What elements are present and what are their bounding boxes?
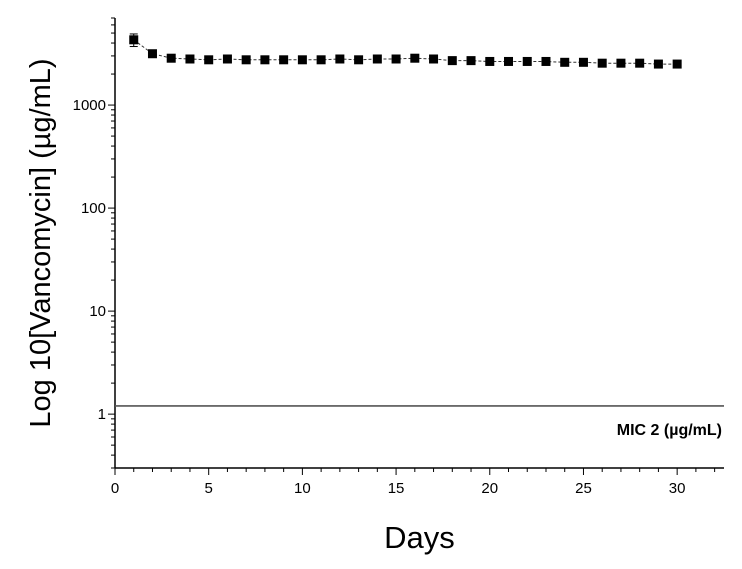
data-point bbox=[279, 55, 289, 65]
data-point bbox=[466, 56, 476, 66]
data-point bbox=[410, 53, 420, 63]
x-tick-label: 5 bbox=[205, 480, 213, 497]
data-point bbox=[635, 58, 645, 68]
data-point bbox=[297, 55, 307, 65]
data-point bbox=[147, 49, 157, 59]
x-tick-label: 20 bbox=[481, 480, 498, 497]
y-tick-label: 1000 bbox=[73, 97, 106, 114]
data-point bbox=[316, 55, 326, 65]
data-point bbox=[578, 57, 588, 67]
x-tick-label: 25 bbox=[575, 480, 592, 497]
axes bbox=[114, 18, 724, 469]
y-axis-title: Log 10[Vancomycin] (µg/mL) bbox=[25, 58, 57, 427]
data-point bbox=[222, 54, 232, 64]
data-point bbox=[672, 59, 682, 69]
data-point bbox=[616, 58, 626, 68]
data-point bbox=[429, 54, 439, 64]
x-axis-ticks: 0 5 10 15 20 25 30 bbox=[111, 468, 716, 497]
data-point bbox=[335, 54, 345, 64]
data-point bbox=[372, 54, 382, 64]
x-tick-label: 15 bbox=[388, 480, 405, 497]
mic-reference-label: MIC 2 (µg/mL) bbox=[617, 422, 722, 439]
series-line bbox=[133, 39, 678, 65]
y-tick-label: 10 bbox=[89, 303, 106, 320]
data-point bbox=[541, 56, 551, 66]
data-point bbox=[204, 55, 214, 65]
data-point bbox=[522, 56, 532, 66]
data-point bbox=[260, 55, 270, 65]
data-series bbox=[129, 33, 682, 69]
data-point bbox=[597, 58, 607, 68]
y-axis-ticks: 1 10 100 1000 bbox=[73, 17, 115, 469]
data-point bbox=[185, 54, 195, 64]
data-point bbox=[391, 54, 401, 64]
data-point bbox=[129, 35, 139, 45]
reference-lines: MIC 2 (µg/mL) bbox=[115, 405, 724, 439]
data-point bbox=[485, 56, 495, 66]
y-tick-label: 100 bbox=[81, 200, 106, 217]
x-tick-label: 0 bbox=[111, 480, 119, 497]
data-point bbox=[504, 56, 514, 66]
data-point bbox=[241, 55, 251, 65]
data-point bbox=[560, 57, 570, 67]
data-point bbox=[354, 55, 364, 65]
data-point bbox=[653, 59, 663, 69]
x-tick-label: 30 bbox=[669, 480, 686, 497]
x-axis-title: Days bbox=[384, 520, 455, 555]
data-point bbox=[166, 53, 176, 63]
y-tick-label: 1 bbox=[98, 406, 106, 423]
data-point bbox=[447, 56, 457, 66]
x-tick-label: 10 bbox=[294, 480, 311, 497]
